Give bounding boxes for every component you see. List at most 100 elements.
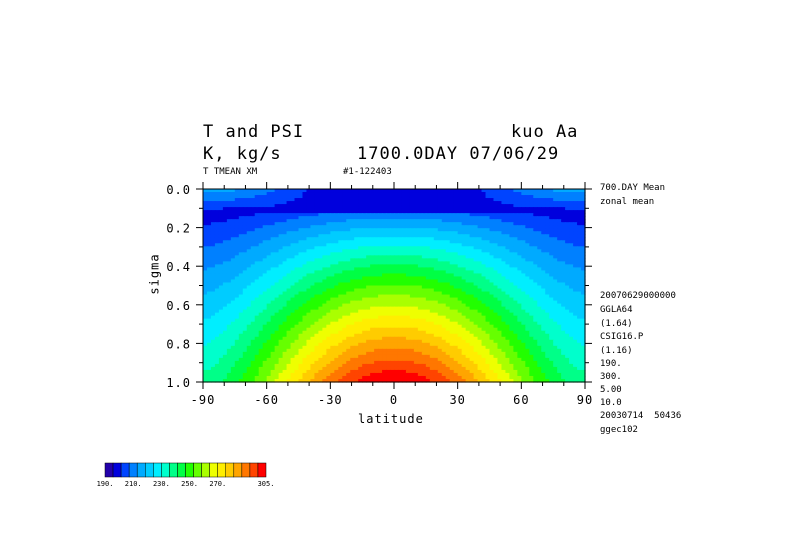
temperature-cell [294, 273, 300, 278]
temperature-cell [457, 324, 463, 329]
temperature-cell [330, 213, 335, 217]
temperature-cell [366, 198, 371, 202]
temperature-cell [358, 282, 363, 287]
temperature-cell [306, 291, 312, 296]
temperature-cell [246, 327, 252, 332]
temperature-cell [294, 213, 300, 217]
temperature-cell [222, 207, 228, 211]
temperature-cell [266, 213, 272, 217]
temperature-cell [226, 201, 232, 205]
temperature-cell [238, 240, 244, 244]
temperature-cell [541, 231, 546, 235]
temperature-cell [461, 288, 467, 293]
temperature-cell [270, 267, 276, 272]
temperature-cell [449, 249, 455, 253]
temperature-cell [266, 195, 272, 199]
temperature-cell [370, 342, 375, 347]
temperature-cell [469, 315, 475, 320]
temperature-cell [394, 339, 399, 344]
temperature-cell [206, 267, 212, 272]
temperature-cell [278, 234, 284, 238]
temperature-cell [382, 231, 387, 235]
temperature-cell [565, 195, 570, 199]
temperature-cell [481, 306, 487, 311]
temperature-cell [429, 318, 435, 323]
temperature-cell [453, 234, 459, 238]
temperature-cell [354, 342, 359, 347]
temperature-cell [449, 273, 455, 278]
temperature-cell [254, 306, 260, 311]
temperature-cell [409, 282, 415, 287]
temperature-cell [218, 297, 224, 302]
temperature-cell [322, 246, 327, 250]
temperature-cell [445, 189, 451, 193]
temperature-cell [553, 300, 558, 305]
temperature-cell [222, 261, 228, 265]
temperature-cell [350, 315, 355, 320]
temperature-cell [445, 198, 451, 202]
temperature-cell [282, 276, 288, 281]
temperature-cell [441, 246, 447, 250]
temperature-cell [437, 300, 443, 305]
temperature-cell [533, 228, 538, 232]
temperature-cell [429, 297, 435, 302]
temperature-cell [569, 273, 574, 278]
temperature-cell [318, 336, 323, 341]
temperature-cell [509, 279, 514, 284]
temperature-cell [517, 309, 522, 314]
temperature-cell [206, 339, 212, 344]
temperature-cell [358, 249, 363, 253]
temperature-cell [581, 249, 586, 253]
temperature-cell [358, 324, 363, 329]
temperature-cell [469, 219, 475, 223]
temperature-cell [238, 285, 244, 290]
temperature-cell [214, 207, 220, 211]
temperature-cell [358, 327, 363, 332]
temperature-cell [294, 339, 300, 344]
temperature-cell [449, 207, 455, 211]
temperature-cell [214, 201, 220, 205]
temperature-cell [374, 312, 379, 317]
temperature-cell [310, 300, 316, 305]
temperature-cell [453, 282, 459, 287]
temperature-cell [409, 330, 415, 335]
temperature-cell [282, 336, 288, 341]
temperature-cell [230, 300, 236, 305]
temperature-cell [549, 189, 554, 193]
temperature-cell [409, 204, 415, 208]
temperature-cell [362, 228, 367, 232]
temperature-cell [425, 261, 431, 265]
temperature-cell [266, 192, 272, 196]
temperature-cell [533, 246, 538, 250]
temperature-cell [310, 198, 316, 202]
temperature-cell [386, 336, 391, 341]
temperature-cell [445, 234, 451, 238]
temperature-cell [473, 240, 479, 244]
temperature-cell [561, 201, 566, 205]
temperature-cell [413, 291, 419, 296]
temperature-cell [413, 330, 419, 335]
temperature-cell [477, 255, 483, 259]
temperature-cell [521, 252, 526, 256]
temperature-cell [565, 312, 570, 317]
temperature-cell [230, 216, 236, 220]
temperature-cell [485, 198, 491, 202]
temperature-cell [533, 264, 538, 269]
temperature-cell [266, 201, 272, 205]
temperature-cell [326, 240, 331, 244]
temperature-cell [258, 312, 264, 317]
temperature-cell [505, 246, 510, 250]
temperature-cell [306, 309, 312, 314]
temperature-cell [501, 198, 507, 202]
temperature-cell [210, 222, 216, 226]
temperature-cell [242, 231, 248, 235]
temperature-cell [497, 333, 503, 338]
temperature-cell [509, 261, 514, 265]
temperature-cell [453, 309, 459, 314]
temperature-cell [234, 333, 240, 338]
temperature-cell [282, 231, 288, 235]
temperature-cell [338, 234, 343, 238]
temperature-cell [485, 195, 491, 199]
temperature-cell [493, 276, 499, 281]
temperature-cell [445, 228, 451, 232]
